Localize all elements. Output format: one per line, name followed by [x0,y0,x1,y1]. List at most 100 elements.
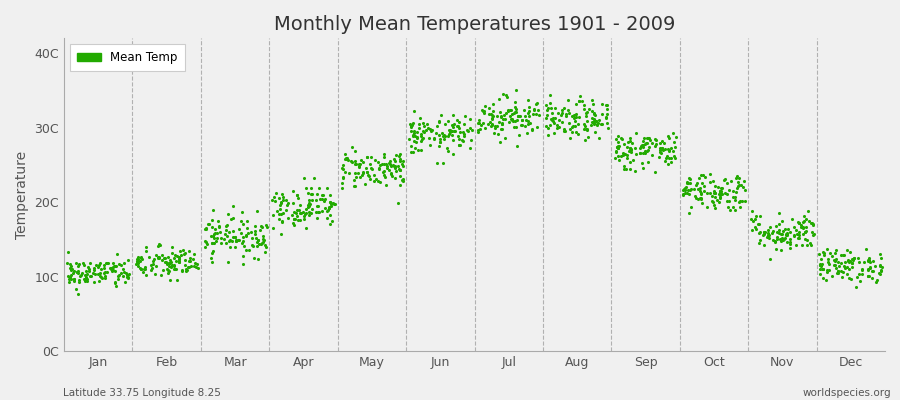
Point [577,120,591,127]
Point [392,153,406,159]
Point [492,119,507,126]
Point [526,106,541,112]
Point [108,280,122,286]
Point [93,260,107,266]
Point [515,117,529,124]
Point [217,236,231,243]
Point [787,232,801,238]
Point [842,275,856,282]
Point [862,257,877,263]
Point [410,134,425,140]
Point [610,144,625,150]
Point [84,272,98,279]
Point [821,259,835,266]
Point [80,271,94,277]
Point [377,168,392,174]
Point [753,228,768,235]
Point [861,255,876,262]
Point [180,267,194,274]
Point [121,274,135,281]
Point [199,238,213,245]
Point [374,160,389,167]
Point [187,251,202,258]
Point [302,212,316,218]
Point [336,174,350,181]
Point [595,111,609,117]
Point [220,233,235,240]
Point [652,145,667,152]
Point [67,278,81,285]
Point [64,276,78,283]
Point [474,107,489,113]
Point [652,154,666,160]
Point [652,148,667,155]
Point [83,260,97,266]
Point [61,272,76,279]
Point [662,148,677,154]
Point [513,113,527,119]
Point [522,112,536,119]
Point [744,216,759,222]
Point [276,193,291,200]
Point [543,92,557,98]
Point [561,107,575,113]
Point [822,267,836,274]
Point [726,204,741,210]
Point [492,139,507,146]
Point [347,161,362,167]
Point [663,145,678,151]
Point [205,250,220,257]
Point [410,147,425,154]
Point [720,191,734,198]
Point [645,139,660,146]
Point [146,258,160,264]
Point [83,272,97,279]
Point [222,237,237,243]
Point [845,256,859,262]
Point [242,246,256,253]
Point [833,252,848,258]
Point [310,203,324,210]
Point [571,130,585,137]
Point [581,134,596,140]
Point [599,102,614,108]
Point [539,123,554,129]
Point [482,110,496,117]
Point [168,266,183,272]
Point [499,116,513,123]
Point [311,208,326,215]
Point [517,107,531,113]
Point [850,274,864,280]
Point [208,230,222,236]
Point [676,191,690,197]
Point [576,106,590,112]
Point [395,178,410,184]
Point [226,234,240,240]
Point [135,256,149,262]
Point [236,220,250,227]
Point [213,240,228,246]
Point [78,278,93,284]
Point [484,115,499,122]
Point [274,200,288,206]
Point [175,266,189,273]
Point [805,220,819,226]
Point [335,164,349,171]
Point [552,117,566,124]
Point [119,270,133,276]
Point [359,169,374,175]
Point [312,209,327,215]
Point [268,198,283,204]
Point [293,210,308,216]
Point [286,200,301,206]
Point [624,145,638,152]
Point [206,206,220,213]
Point [71,263,86,269]
Point [853,278,868,284]
Point [509,109,524,116]
Point [580,126,594,132]
Point [614,153,628,159]
Point [322,212,337,218]
Point [464,127,479,133]
Point [769,245,783,252]
